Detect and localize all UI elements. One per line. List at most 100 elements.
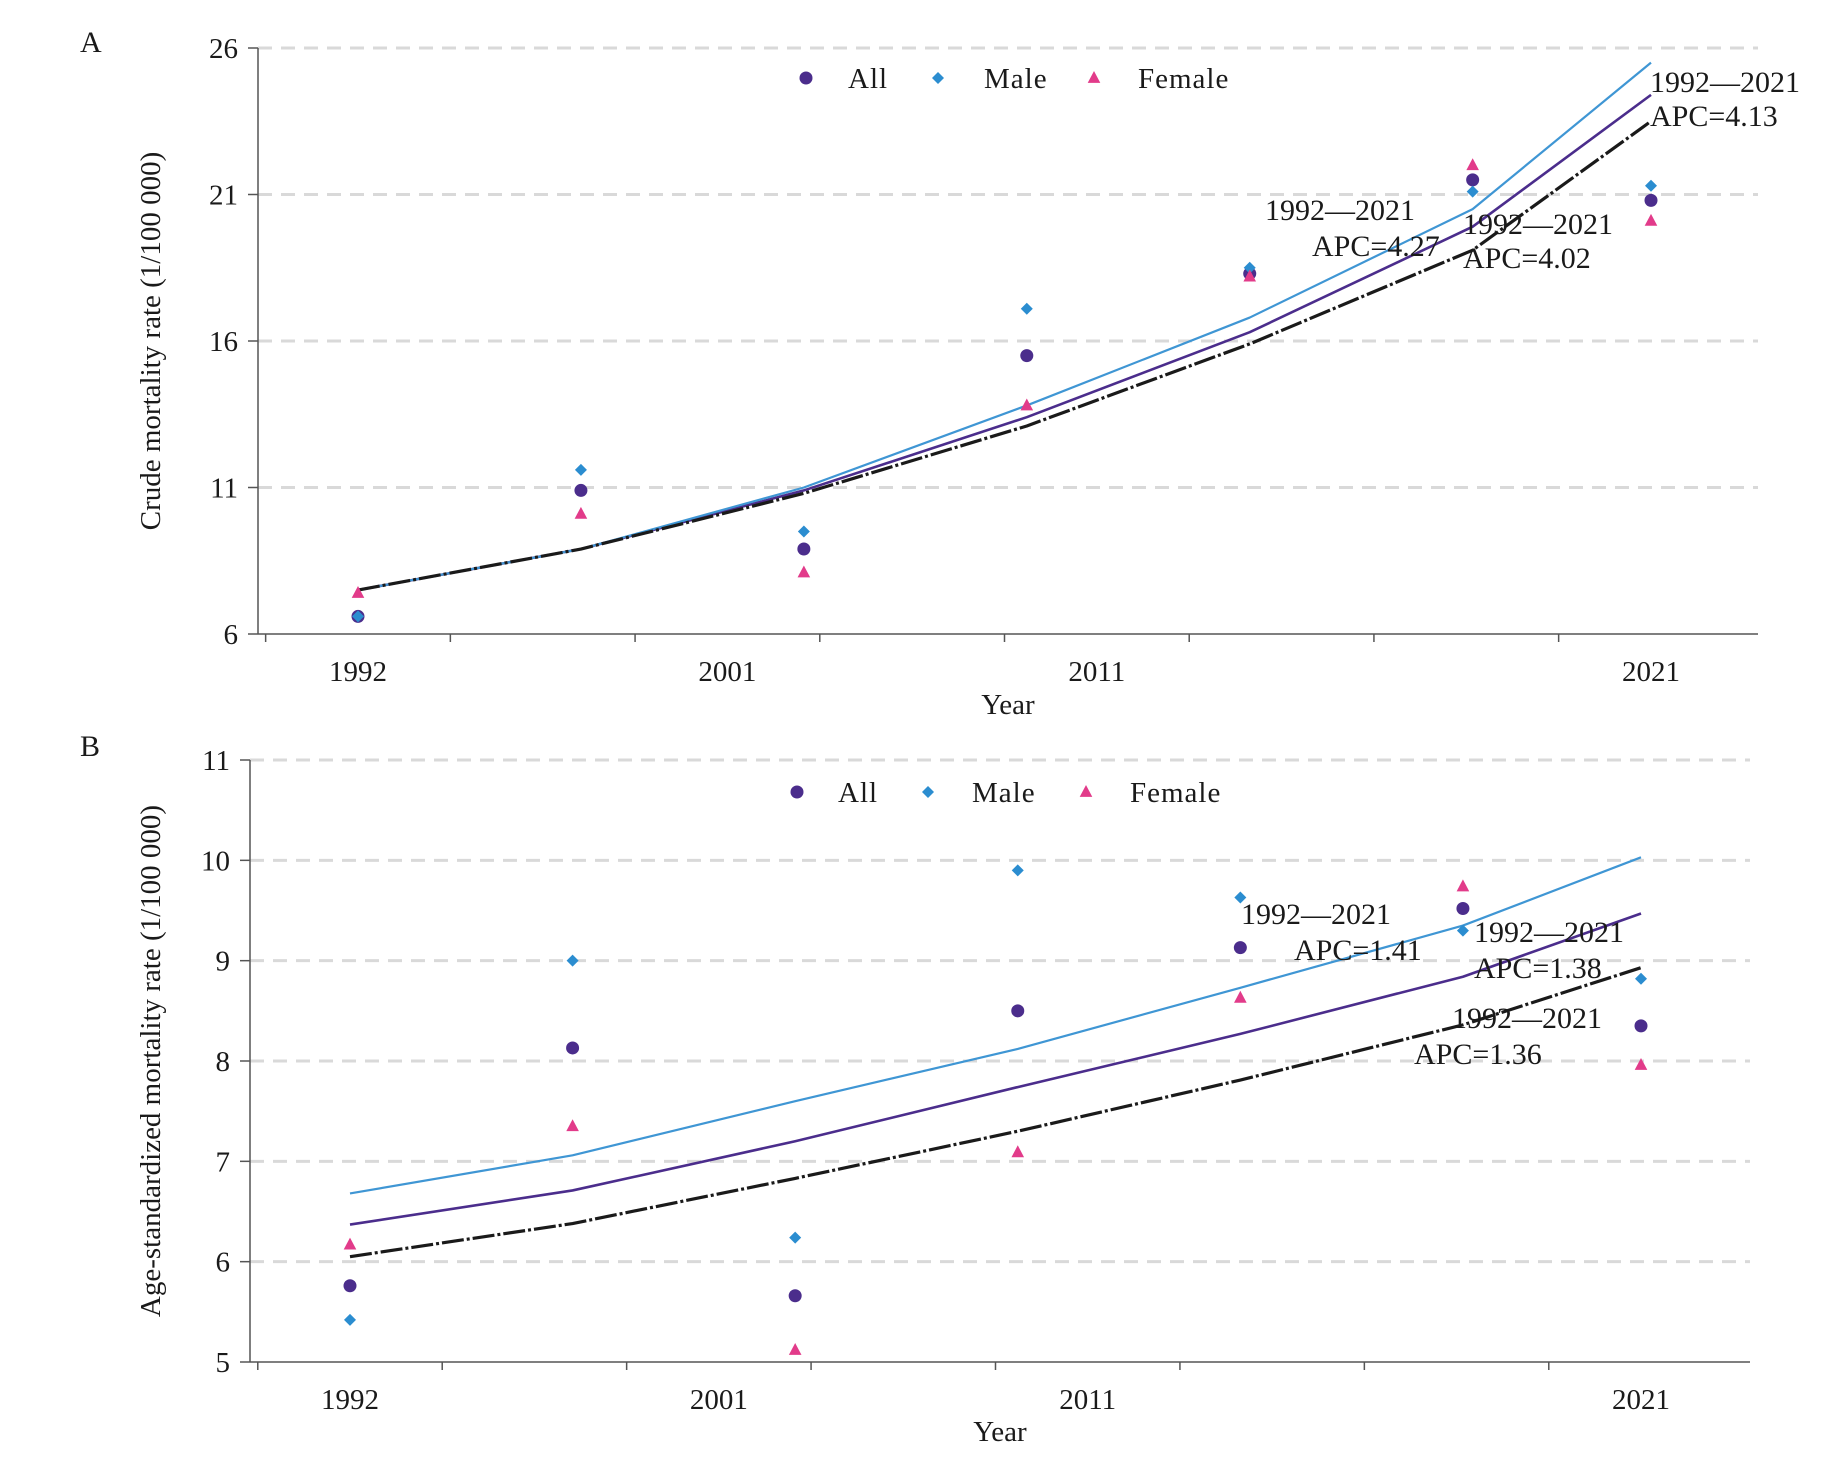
point-male [1456, 924, 1469, 937]
point-all [1644, 193, 1658, 207]
y-tick-label: 11 [202, 745, 230, 777]
point-male [352, 610, 364, 623]
point-all [1456, 901, 1470, 915]
point-female [574, 506, 588, 519]
point-male [344, 1313, 356, 1326]
legend-marker-all [790, 785, 804, 799]
y-tick-label: 8 [216, 1046, 231, 1078]
point-female [351, 585, 365, 598]
y-tick-label: 10 [201, 845, 230, 877]
x-tick-label: 2001 [690, 1384, 748, 1416]
point-all [1634, 1019, 1648, 1033]
point-female [797, 565, 811, 578]
point-all [566, 1041, 580, 1055]
annotation-period: 1992—2021 [1265, 194, 1415, 227]
point-all [343, 1279, 357, 1293]
point-all [1011, 1004, 1025, 1018]
point-male [566, 954, 579, 967]
annotation-period: 1992—2021 [1474, 916, 1624, 949]
point-male [1645, 179, 1657, 192]
point-male [1234, 891, 1247, 904]
point-female [343, 1237, 357, 1250]
point-male [1243, 261, 1256, 274]
annotation-apc: APC=4.27 [1312, 230, 1440, 263]
legend-label-all: All [838, 777, 878, 809]
point-female [1644, 213, 1658, 226]
legend: All Male Female [790, 777, 1221, 809]
point-female [1634, 1058, 1648, 1070]
point-male [1466, 185, 1479, 198]
y-tick-label: 11 [210, 473, 238, 505]
x-tick-label: 2011 [1068, 656, 1125, 688]
point-female [1234, 990, 1247, 1003]
fit-line-male [357, 61, 1652, 592]
y-tick-label: 7 [216, 1146, 231, 1178]
point-male [1020, 302, 1033, 315]
point-female [566, 1119, 579, 1132]
legend-label-female: Female [1130, 777, 1221, 809]
x-tick-label: 2021 [1612, 1384, 1670, 1416]
annotation-period: 1992—2021 [1452, 1002, 1602, 1035]
point-all [574, 483, 588, 497]
y-tick-label: 5 [216, 1347, 231, 1379]
y-tick-label: 26 [209, 33, 238, 65]
x-tick-label: 1992 [329, 656, 387, 688]
point-female [1020, 398, 1034, 411]
point-female [1011, 1145, 1025, 1158]
point-all [1020, 349, 1034, 363]
legend-marker-female [1087, 71, 1101, 83]
point-male [797, 525, 810, 538]
panel-a: A 6 11 16 21 26 1992 2001 2011 2021 Year Crude mort… [80, 26, 1800, 721]
y-tick-label: 6 [216, 1247, 231, 1279]
point-male [1635, 972, 1647, 985]
x-axis-title: Year [981, 689, 1035, 721]
y-tick-label: 9 [216, 946, 231, 978]
legend-marker-male [922, 786, 934, 798]
annotation-apc: APC=1.38 [1474, 952, 1602, 985]
point-female [1456, 879, 1470, 892]
annotation-apc: APC=1.36 [1414, 1038, 1542, 1071]
annotation-period: 1992—2021 [1650, 66, 1800, 99]
y-tick-label: 21 [209, 180, 238, 212]
point-female [788, 1342, 802, 1355]
x-tick-label: 2021 [1622, 656, 1680, 688]
fit-line-male [349, 856, 1642, 1195]
legend-label-female: Female [1138, 63, 1229, 95]
legend-marker-male [932, 72, 944, 84]
legend: All Male Female [799, 63, 1229, 95]
point-male [1011, 864, 1024, 877]
point-female [1466, 158, 1479, 171]
legend-label-male: Male [972, 777, 1036, 809]
x-axis-title: Year [973, 1416, 1027, 1448]
annotation-apc: APC=1.41 [1294, 934, 1422, 967]
x-tick-label: 2001 [698, 656, 756, 688]
point-all [788, 1289, 802, 1303]
y-axis-title: Age-standardized mortality rate (1/100 0… [135, 805, 167, 1317]
y-axis-title: Crude mortality rate (1/100 000) [135, 152, 167, 531]
legend-marker-female [1079, 785, 1093, 797]
point-all [1466, 173, 1480, 187]
panel-label: A [80, 26, 102, 59]
legend-label-all: All [848, 63, 888, 95]
fit-line-female [357, 119, 1652, 592]
point-all [1233, 941, 1247, 955]
legend-label-male: Male [984, 63, 1048, 95]
annotation-apc: APC=4.02 [1463, 242, 1591, 275]
x-tick-label: 2011 [1059, 1384, 1116, 1416]
point-all [797, 542, 811, 556]
y-tick-label: 6 [224, 619, 239, 651]
panel-b: B 5 6 7 8 9 10 11 1992 2001 2011 2021 Year Age-standa… [80, 730, 1750, 1448]
x-tick-label: 1992 [321, 1384, 379, 1416]
annotation-period: 1992—2021 [1241, 898, 1391, 931]
legend-marker-all [799, 71, 813, 85]
panel-label: B [80, 730, 100, 763]
point-male [574, 463, 587, 476]
point-male [789, 1231, 802, 1244]
point-female [1243, 269, 1257, 282]
fit-line-female [349, 966, 1642, 1259]
y-tick-label: 16 [209, 326, 238, 358]
annotation-period: 1992—2021 [1463, 208, 1613, 241]
annotation-apc: APC=4.13 [1650, 100, 1778, 133]
fit-line-all [349, 912, 1642, 1226]
